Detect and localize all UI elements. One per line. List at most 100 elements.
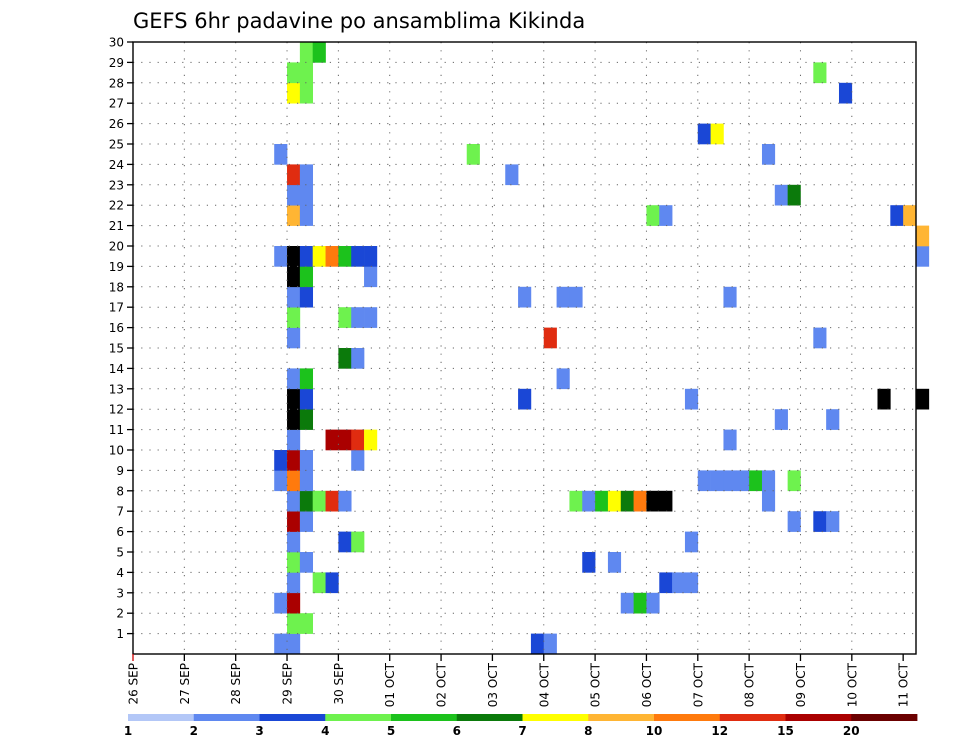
x-tick-label: 01 OCT [383,662,397,707]
colorbar-label: 1 [124,724,132,738]
heatmap-cell [299,490,314,512]
heatmap-cell [351,429,365,451]
heatmap-cell [299,388,314,410]
heatmap-cell [749,470,763,492]
heatmap-cell [299,82,314,104]
y-tick-label: 20 [109,240,124,254]
heatmap-cell [287,246,301,267]
x-tick-label: 04 OCT [537,662,551,707]
heatmap-cell [299,368,314,390]
heatmap-cell [569,286,583,308]
y-tick-label: 18 [109,280,124,294]
heatmap-cell [916,225,930,247]
heatmap-cell [723,286,737,308]
y-tick-label: 13 [109,382,124,396]
heatmap-cell [684,572,699,594]
x-tick-label: 10 OCT [845,662,859,707]
heatmap-cell [890,205,904,226]
heatmap-cell [287,327,301,349]
heatmap-cell [338,531,352,553]
heatmap-cell [299,613,314,634]
heatmap-cell [582,552,596,573]
heatmap-cell [299,511,314,532]
heatmap-cell [903,205,917,226]
heatmap-cell [607,552,622,573]
heatmap-cell [697,470,711,492]
heatmap-cell [761,470,776,492]
heatmap-cell [299,552,314,573]
heatmap-cell [338,490,352,512]
x-tick-label: 11 OCT [897,662,911,707]
heatmap-cell [287,633,301,655]
y-tick-label: 7 [116,505,124,519]
heatmap-cell [518,286,532,308]
heatmap-cell [287,470,301,492]
x-tick-label: 08 OCT [743,662,757,707]
heatmap-cell [569,490,583,512]
y-tick-label: 14 [109,362,124,376]
heatmap-cell [287,531,301,553]
heatmap-cell [325,246,339,267]
heatmap-cell [364,266,378,288]
y-tick-label: 19 [109,260,124,274]
heatmap-cell [787,184,801,206]
heatmap-cell [826,511,840,532]
heatmap-cell [299,42,314,63]
heatmap-cell [312,42,326,63]
x-tick-label: 07 OCT [691,662,705,707]
heatmap-cell [659,490,673,512]
heatmap-cell [287,184,301,206]
heatmap-cell [325,429,339,451]
heatmap-cell [274,144,288,165]
heatmap-cell [287,307,301,328]
heatmap-cell [299,205,314,226]
heatmap-cell [287,164,301,186]
heatmap-cell [736,470,750,492]
colorbar-segment [719,714,786,721]
heatmap-cell [299,266,314,288]
heatmap-cell [287,613,301,634]
heatmap-cell [338,348,352,369]
heatmap-cell [364,246,378,267]
heatmap-cell [287,450,301,471]
y-tick-label: 16 [109,321,124,335]
y-tick-label: 30 [109,36,124,50]
heatmap-cells [274,42,930,655]
heatmap-cell [274,592,288,614]
heatmap-cell [916,388,930,410]
heatmap-cell [299,62,314,84]
x-tick-label: 27 SEP [178,663,192,705]
colorbar-label: 15 [777,724,794,738]
x-tick-label: 02 OCT [435,662,449,707]
heatmap-cell [761,144,776,165]
heatmap-cell [620,490,634,512]
heatmap-cell [287,490,301,512]
heatmap-cell [607,490,622,512]
colorbar-segment [588,714,655,721]
y-tick-label: 3 [116,586,124,600]
grid-lines [133,42,916,654]
heatmap-cell [351,531,365,553]
heatmap-cell [556,286,570,308]
colorbar-segment [325,714,392,721]
heatmap-cell [672,572,686,594]
plot-frame [132,41,917,655]
heatmap-cell [505,164,519,186]
y-tick-label: 6 [116,525,124,539]
heatmap-cell [761,490,776,512]
heatmap-cell [646,490,660,512]
x-tick-label: 26 SEP [127,663,141,705]
y-tick-label: 25 [109,138,124,152]
y-axis: 1234567891011121314151617181920212223242… [109,36,133,641]
heatmap-cell [287,388,301,410]
heatmap-cell [287,429,301,451]
heatmap-cell [556,368,570,390]
heatmap-cell [813,62,827,84]
heatmap-cell [813,327,827,349]
heatmap-cell [287,552,301,573]
heatmap-cell [274,470,288,492]
heatmap-cell [723,429,737,451]
heatmap-cell [299,450,314,471]
colorbar-label: 4 [321,724,329,738]
heatmap-cell [774,184,788,206]
